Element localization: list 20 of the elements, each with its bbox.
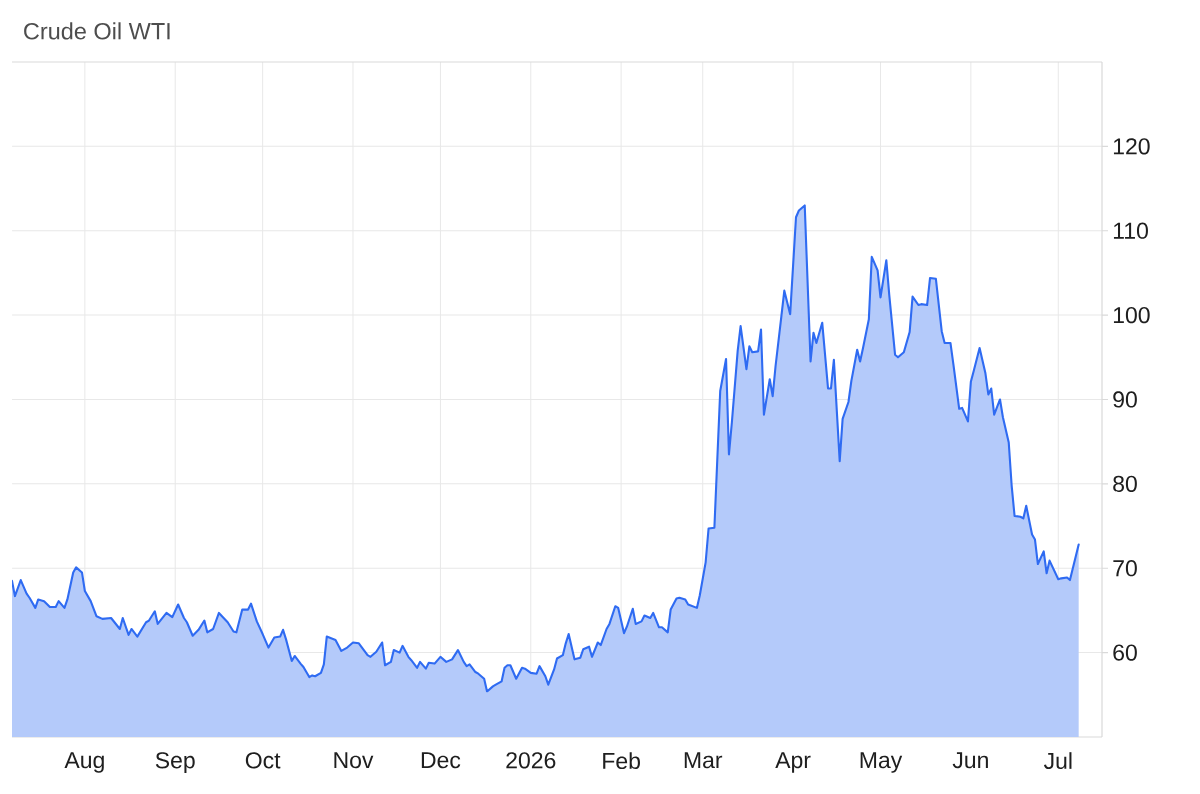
- x-tick-label: May: [860, 752, 903, 773]
- y-tick-label: 70: [1113, 560, 1137, 577]
- x-tick-label: Mar: [684, 752, 723, 769]
- y-tick-label: 110: [1113, 222, 1148, 239]
- x-tick-label: Jun: [952, 752, 988, 769]
- y-tick-label: 90: [1113, 391, 1137, 408]
- y-tick-label: 120: [1113, 138, 1150, 155]
- x-tick-label: Nov: [334, 752, 374, 769]
- x-tick-label: Feb: [603, 752, 640, 770]
- x-tick-label: Jul: [1043, 752, 1072, 770]
- x-tick-label: Oct: [245, 752, 281, 769]
- x-tick-label: Dec: [421, 752, 461, 769]
- y-tick-label: 60: [1113, 644, 1137, 661]
- x-tick-label: Aug: [64, 752, 104, 773]
- x-tick-label: Sep: [155, 752, 195, 774]
- chart-title: Crude Oil WTI: [24, 22, 170, 40]
- x-tick-label: 2026: [506, 752, 556, 769]
- x-tick-label: Apr: [775, 752, 811, 773]
- y-tick-label: 100: [1113, 306, 1150, 324]
- y-tick-label: 80: [1113, 475, 1137, 492]
